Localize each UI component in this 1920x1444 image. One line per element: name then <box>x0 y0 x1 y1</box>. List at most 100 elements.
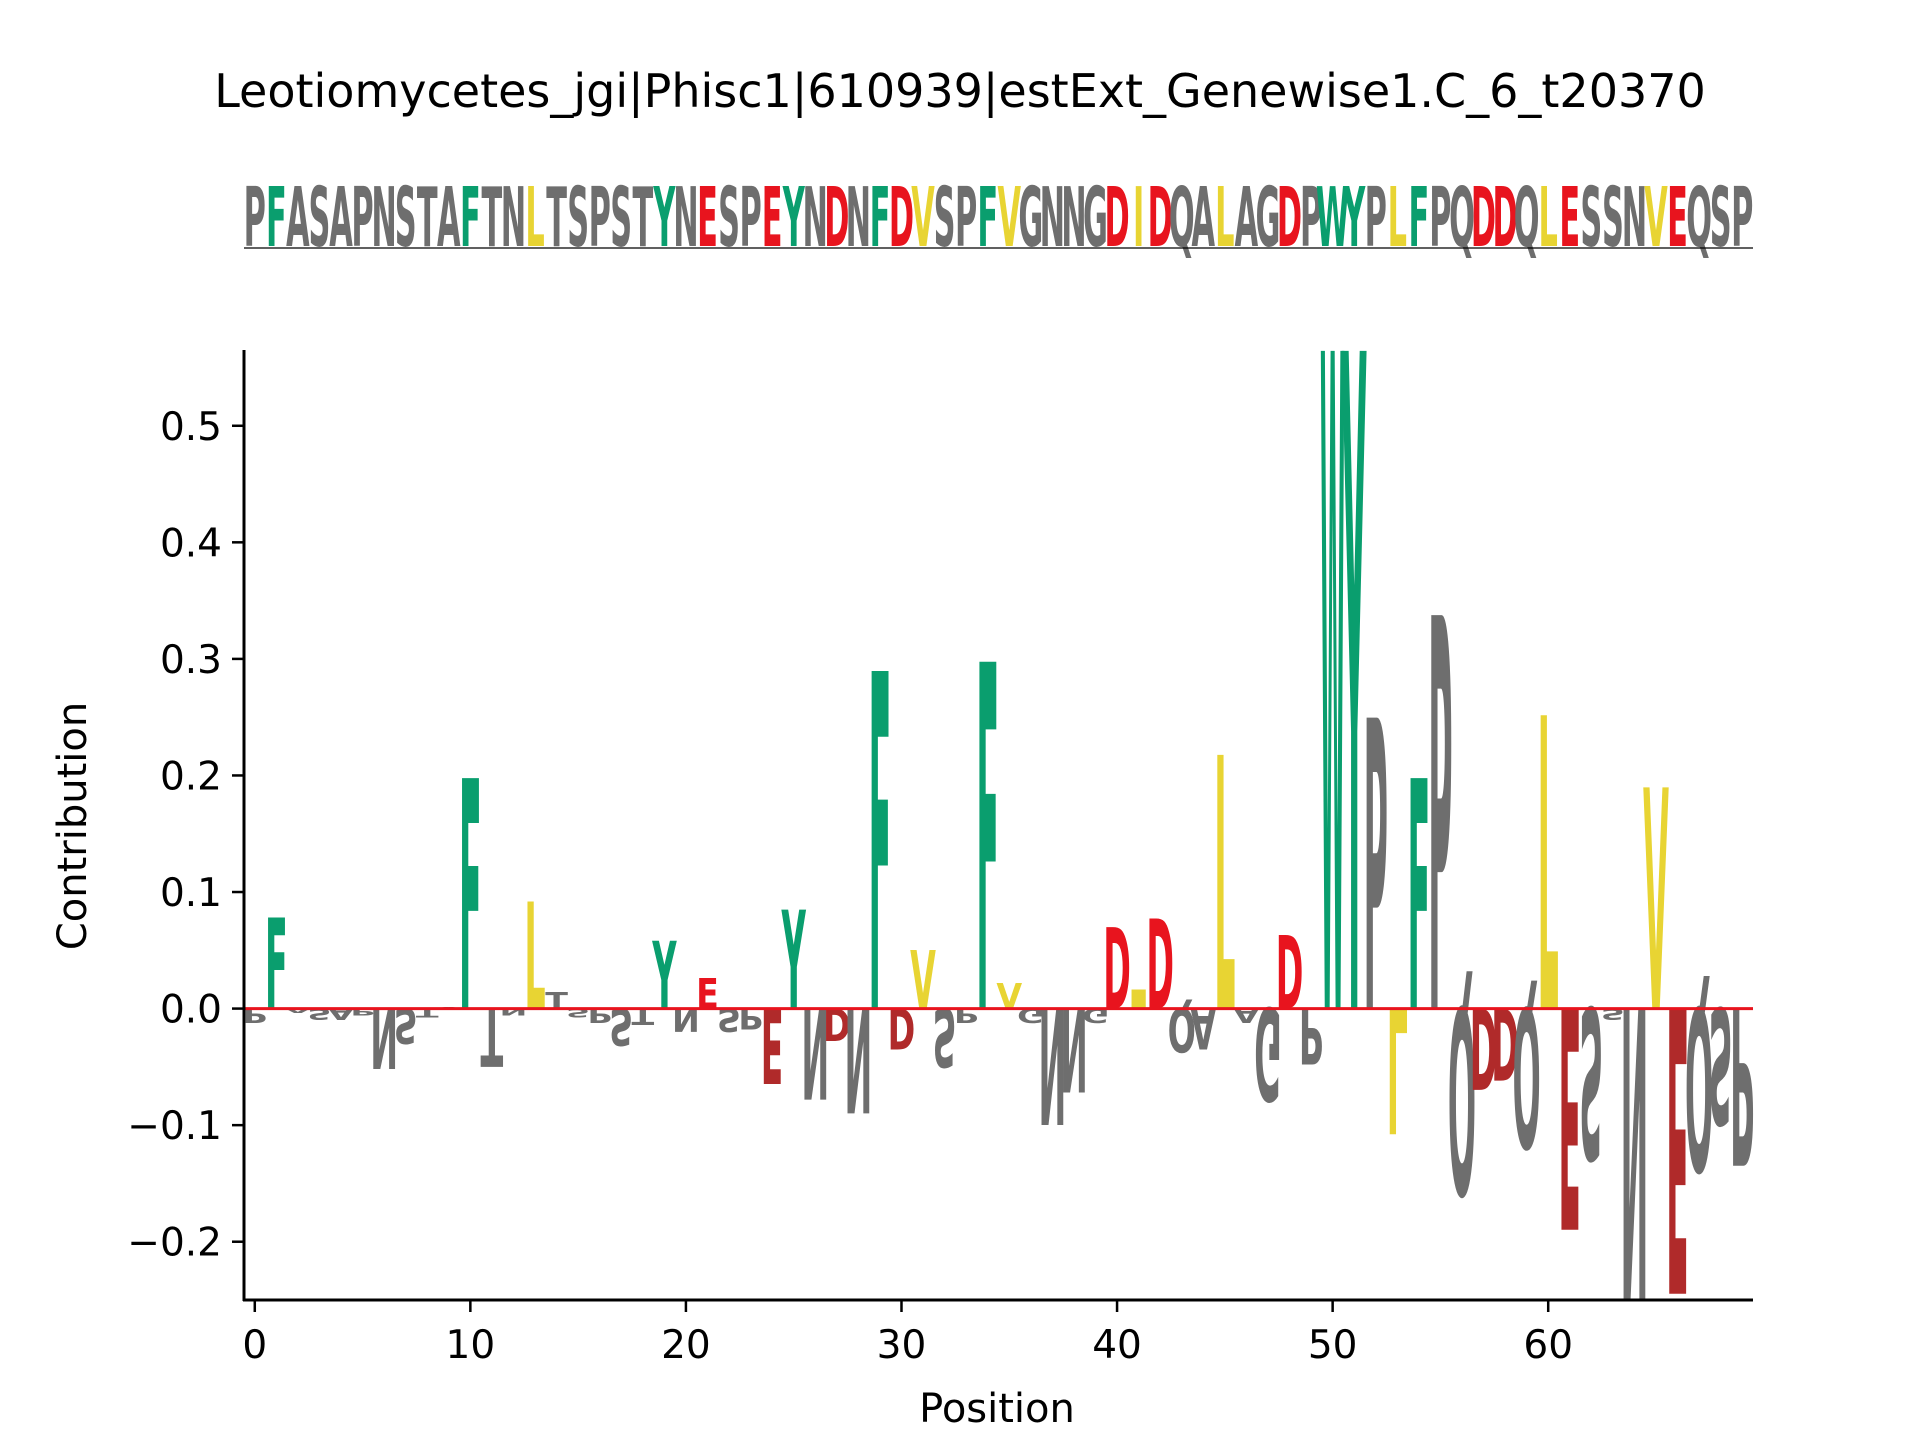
contribution-glyph: S <box>717 1001 741 1038</box>
seq-letter: D <box>1104 169 1129 266</box>
seq-letter: Y <box>1343 169 1366 266</box>
seq-letter: S <box>718 169 740 266</box>
seq-letter: E <box>1559 169 1580 266</box>
seq-letter: E <box>762 169 783 266</box>
contribution-glyph: E <box>1558 937 1581 1290</box>
contribution-marks: PFASAPNSTAFTNLTSPSTYNESPEYNDNFDVSPFVGNNG… <box>243 171 1755 1380</box>
seq-letter: S <box>934 169 956 266</box>
contribution-glyph: L <box>524 873 545 1044</box>
y-tick-label: 0.2 <box>160 754 222 799</box>
contribution-glyph: S <box>1579 958 1603 1200</box>
contribution-glyph: W <box>1320 173 1345 1222</box>
seq-letter: N <box>1040 169 1065 266</box>
seq-letter: Q <box>1686 169 1712 266</box>
y-tick-label: −0.2 <box>127 1221 222 1266</box>
seq-letter: A <box>1192 169 1216 266</box>
contribution-glyph: N <box>672 1001 700 1038</box>
seq-letter: S <box>610 169 632 266</box>
contribution-glyph: P <box>587 1004 611 1026</box>
contribution-glyph: G <box>1254 977 1281 1126</box>
contribution-glyph: S <box>609 996 633 1055</box>
y-tick-label: 0.3 <box>160 638 222 683</box>
contribution-glyph: Q <box>1168 994 1196 1065</box>
seq-letter: N <box>1061 169 1086 266</box>
x-axis-label: Position <box>919 1386 1075 1432</box>
seq-letter: S <box>395 169 417 266</box>
seq-letter: L <box>1539 169 1558 266</box>
contribution-glyph: E <box>696 970 719 1019</box>
seq-letter: T <box>482 169 503 266</box>
seq-letter: V <box>998 169 1022 266</box>
contribution-glyph: S <box>1709 970 1733 1156</box>
contribution-glyph: Y <box>652 923 677 1031</box>
seq-letter: N <box>1622 169 1647 266</box>
contribution-glyph: D <box>1103 906 1131 1036</box>
seq-letter: T <box>417 169 438 266</box>
contribution-glyph: L <box>1214 686 1235 1091</box>
seq-letter: T <box>632 169 653 266</box>
contribution-glyph: P <box>1364 638 1388 1103</box>
seq-letter: S <box>1580 169 1602 266</box>
contribution-glyph: D <box>823 997 851 1049</box>
seq-letter: N <box>803 169 828 266</box>
seq-letter: N <box>501 169 526 266</box>
y-tick-label: −0.1 <box>127 1104 222 1149</box>
contribution-glyph: N <box>1060 981 1088 1115</box>
contribution-glyph: P <box>738 1001 762 1034</box>
contribution-glyph: L <box>1538 637 1559 1105</box>
seq-letter: D <box>1492 169 1517 266</box>
seq-letter: T <box>546 169 567 266</box>
y-tick-label: 0.1 <box>160 871 222 916</box>
seq-letter: P <box>739 169 761 266</box>
seq-letter: S <box>309 169 331 266</box>
chart-title: Leotiomycetes_jgi|Phisc1|610939|estExt_G… <box>214 64 1706 118</box>
seq-letter: D <box>1277 169 1302 266</box>
seq-letter: W <box>1316 169 1350 266</box>
x-tick-label: 10 <box>446 1323 496 1368</box>
contribution-glyph: S <box>933 989 957 1082</box>
seq-letter: N <box>371 169 396 266</box>
contribution-glyph: D <box>1146 895 1174 1038</box>
contribution-glyph: E <box>761 983 784 1104</box>
seq-letter: D <box>1471 169 1496 266</box>
seq-letter: L <box>1388 169 1407 266</box>
seq-letter: P <box>1365 169 1387 266</box>
contribution-glyph: T <box>481 989 504 1082</box>
seq-letter: V <box>911 169 935 266</box>
contribution-glyph: P <box>1428 509 1452 1137</box>
contribution-glyph: F <box>869 580 892 1119</box>
contribution-glyph: N <box>1038 970 1066 1156</box>
seq-letter: A <box>329 169 353 266</box>
seq-letter: Q <box>1169 169 1195 266</box>
contribution-glyph: N <box>370 989 398 1086</box>
contribution-glyph: V <box>1643 727 1669 1080</box>
seq-letter: S <box>567 169 589 266</box>
x-tick-label: 40 <box>1092 1323 1142 1368</box>
x-tick-label: 30 <box>877 1323 927 1368</box>
seq-letter: F <box>1408 169 1429 266</box>
contribution-glyph: T <box>631 1003 654 1029</box>
contribution-glyph: T <box>545 988 568 1014</box>
contribution-glyph: V <box>910 935 936 1028</box>
contribution-glyph: P <box>243 1004 267 1026</box>
contribution-glyph: P <box>1299 990 1323 1080</box>
contribution-glyph: Q <box>1685 955 1713 1215</box>
contribution-glyph: D <box>888 995 916 1061</box>
x-tick-label: 20 <box>661 1323 711 1368</box>
contribution-glyph: P <box>350 1006 374 1017</box>
contribution-glyph: Y <box>1342 171 1367 1222</box>
seq-letter: P <box>1429 169 1451 266</box>
contribution-glyph: A <box>1190 995 1216 1061</box>
seq-letter: E <box>1667 169 1688 266</box>
seq-letter: G <box>1018 169 1043 266</box>
seq-letter: L <box>525 169 544 266</box>
contribution-glyph: F <box>265 894 288 1039</box>
seq-letter: D <box>889 169 914 266</box>
contribution-glyph: V <box>996 977 1022 1018</box>
contribution-glyph: L <box>1387 967 1408 1167</box>
contribution-glyph: F <box>976 567 999 1121</box>
seq-letter: D <box>1148 169 1173 266</box>
seq-letter: Q <box>1449 169 1475 266</box>
